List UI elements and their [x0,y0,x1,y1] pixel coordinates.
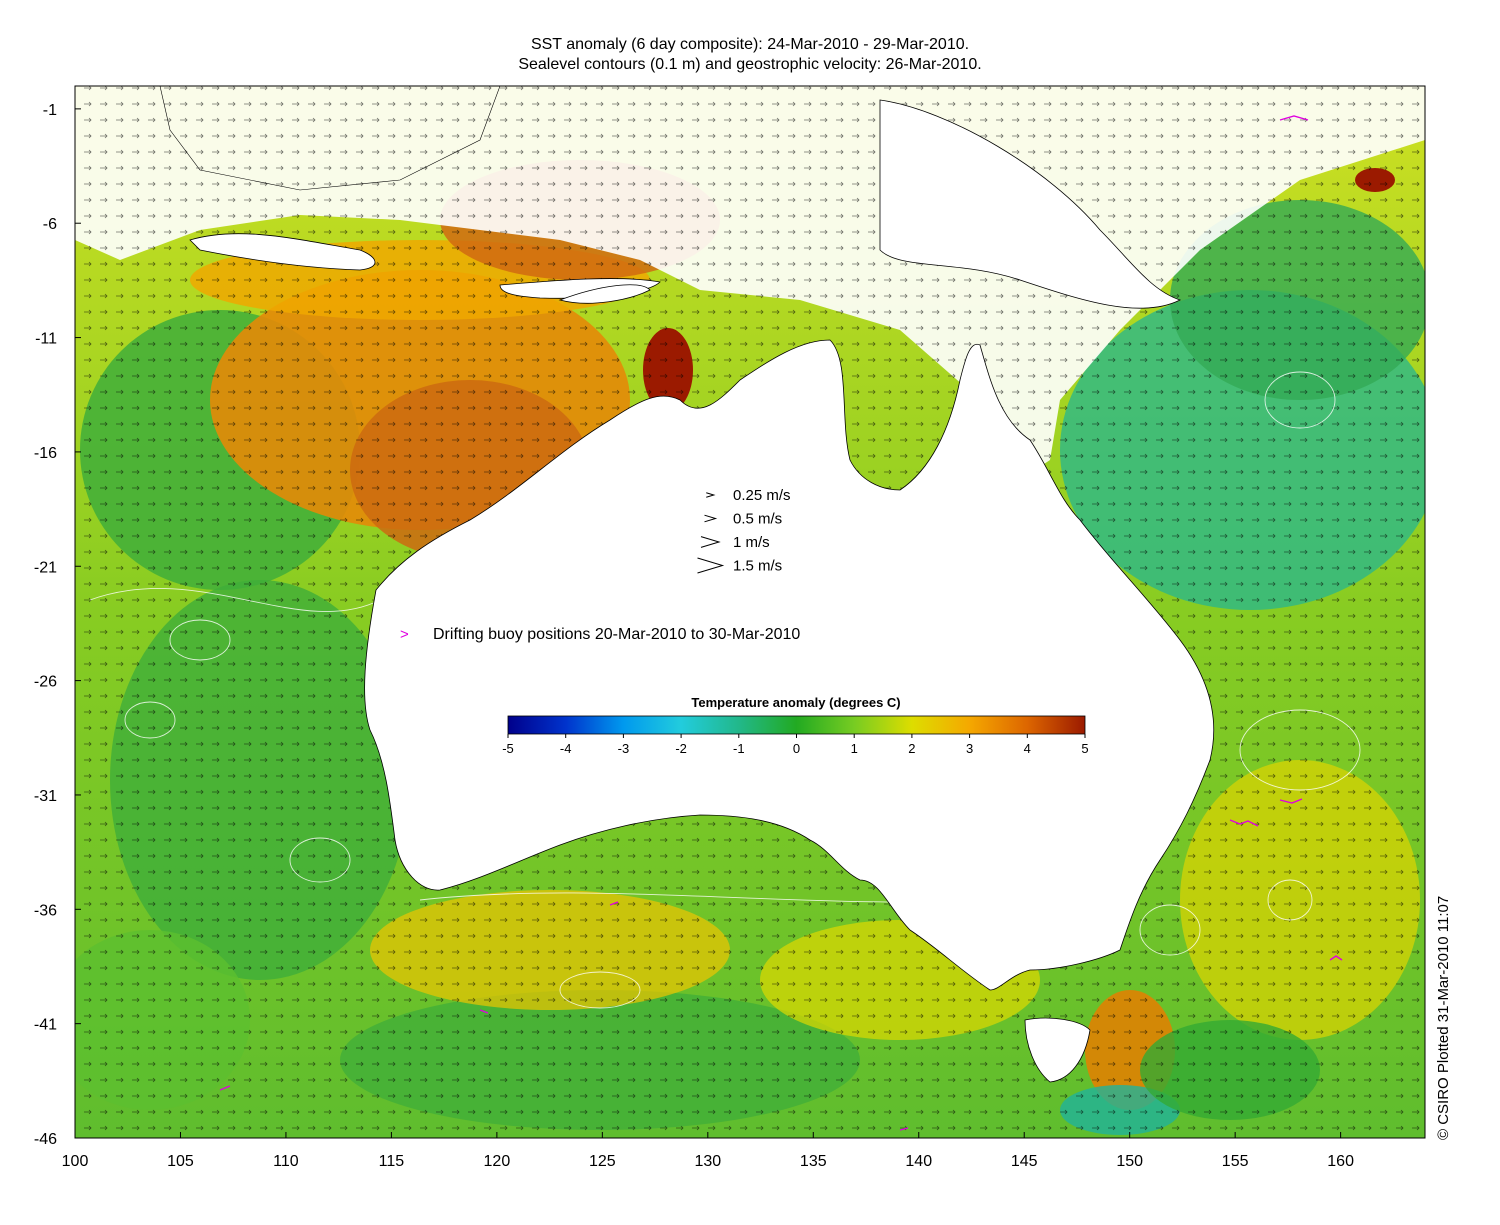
buoy-legend-label: Drifting buoy positions 20-Mar-2010 to 3… [433,626,800,643]
x-tick-label: 155 [1222,1153,1249,1170]
y-tick-label: -6 [43,216,57,233]
tasmania [1024,1017,1091,1083]
x-tick-label: 125 [589,1153,616,1170]
x-tick-label: 110 [273,1153,299,1170]
colorbar-tick-label: -1 [733,741,745,756]
drifting-buoy-tracks [219,115,1343,1131]
australia-mainland [364,339,1215,991]
x-tick-label: 130 [694,1153,721,1170]
map-title-line1: SST anomaly (6 day composite): 24-Mar-20… [530,36,970,53]
colorbar-title: Temperature anomaly (degrees C) [691,695,900,710]
x-tick-label: 120 [484,1153,511,1170]
velocity-legend-label: 1 m/s [733,534,770,551]
y-tick-label: -36 [34,902,57,919]
y-axis: -1 -6 -11 -16 -21 -26 -31 -36 -41 -46 [34,102,81,1148]
velocity-legend-arrow [706,492,716,498]
x-tick-label: 160 [1327,1153,1354,1170]
x-tick-label: 105 [167,1153,194,1170]
x-tick-label: 140 [905,1153,932,1170]
colorbar-tick-label: 2 [908,741,915,756]
colorbar-ticks: -5 -4 -3 -2 -1 0 1 2 3 4 5 [502,734,1089,756]
plot-frame [74,85,1426,1139]
buoy-legend: > Drifting buoy positions 20-Mar-2010 to… [400,626,800,643]
colorbar-tick-label: -2 [675,741,687,756]
buoy-legend-marker: > [400,626,409,643]
velocity-legend-arrow [704,514,718,523]
velocity-legend: 0.25 m/s 0.5 m/s 1 m/s 1.5 m/s [697,487,791,575]
colorbar-tick-label: 1 [851,741,858,756]
map-title-line2: Sealevel contours (0.1 m) and geostrophi… [518,56,982,73]
colorbar-tick-label: 0 [793,741,800,756]
colorbar-tick-label: -5 [502,741,514,756]
y-tick-label: -46 [34,1131,57,1148]
x-axis: 100 105 110 115 120 125 130 135 140 145 150 155 160 [62,1132,1354,1170]
y-tick-label: -41 [34,1017,57,1034]
velocity-legend-arrow [700,536,721,548]
x-tick-label: 115 [379,1153,405,1170]
new-guinea [879,99,1182,309]
plot-area [75,86,1425,1138]
y-tick-label: -16 [34,445,57,462]
y-tick-label: -1 [43,102,57,119]
java-island [189,233,376,271]
credit-text: © CSIRO Plotted 31-Mar-2010 11:07 [1435,895,1452,1140]
y-tick-label: -26 [34,674,57,691]
velocity-legend-label: 1.5 m/s [733,558,782,575]
velocity-legend-label: 0.5 m/s [733,511,782,528]
x-tick-label: 150 [1116,1153,1143,1170]
colorbar-tick-label: 5 [1081,741,1088,756]
land-masses [159,86,1215,1083]
velocity-legend-label: 0.25 m/s [733,487,791,504]
x-tick-label: 135 [800,1153,827,1170]
y-tick-label: -11 [35,331,57,348]
colorbar-gradient [507,715,1086,735]
x-tick-label: 145 [1011,1153,1038,1170]
colorbar-tick-label: -4 [560,741,572,756]
x-tick-label: 100 [62,1153,89,1170]
y-tick-label: -21 [34,559,57,576]
colorbar-tick-label: -3 [618,741,630,756]
colorbar-tick-label: 4 [1024,741,1031,756]
colorbar: Temperature anomaly (degrees C) -5 -4 -3 -2… [502,695,1088,756]
colorbar-tick-label: 3 [966,741,973,756]
y-tick-label: -31 [34,788,57,805]
velocity-legend-arrow [697,557,725,574]
